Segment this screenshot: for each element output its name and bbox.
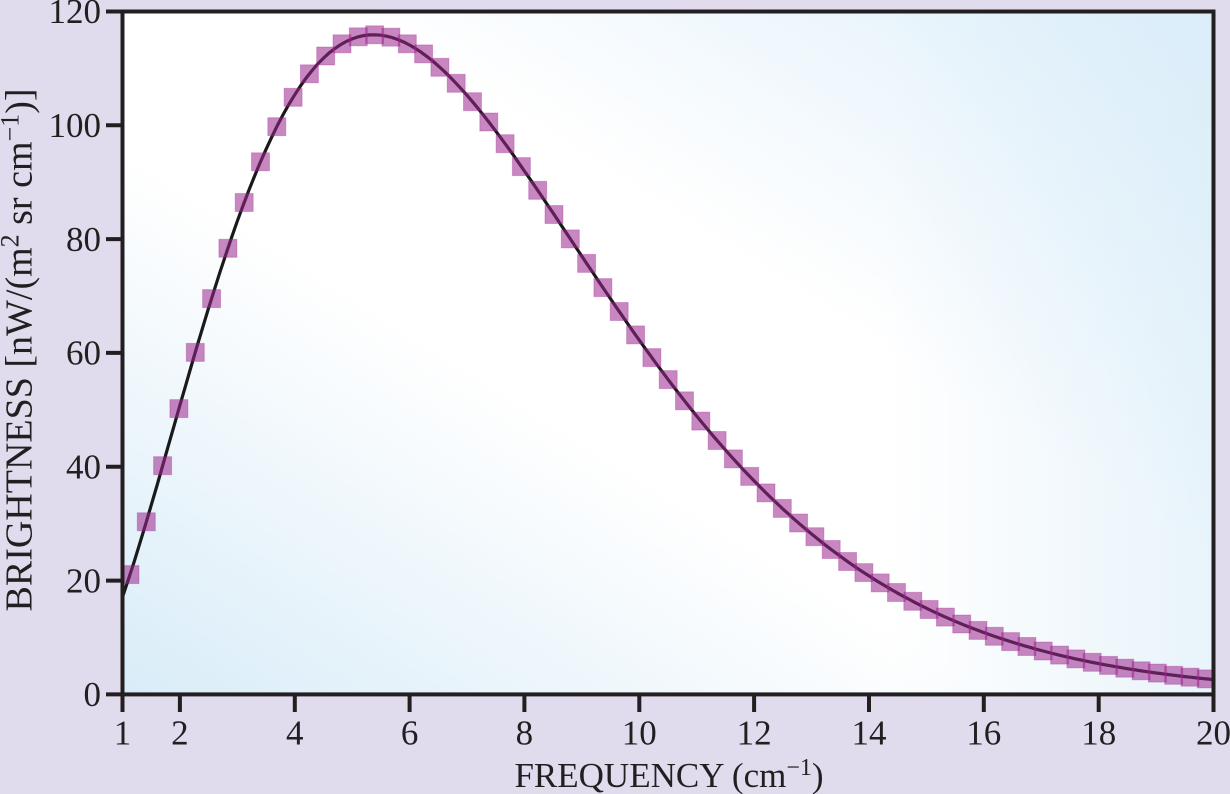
svg-text:4: 4 bbox=[286, 714, 304, 753]
svg-text:BRIGHTNESS [nW/(m2 sr cm−1)]: BRIGHTNESS [nW/(m2 sr cm−1)] bbox=[0, 88, 41, 611]
svg-text:10: 10 bbox=[622, 714, 657, 753]
svg-text:1: 1 bbox=[114, 714, 132, 753]
svg-text:18: 18 bbox=[1081, 714, 1116, 753]
svg-text:8: 8 bbox=[516, 714, 534, 753]
svg-text:12: 12 bbox=[737, 714, 772, 753]
svg-text:2: 2 bbox=[171, 714, 189, 753]
svg-text:60: 60 bbox=[66, 334, 101, 373]
svg-text:FREQUENCY (cm−1): FREQUENCY (cm−1) bbox=[514, 755, 823, 794]
svg-text:40: 40 bbox=[66, 448, 101, 487]
svg-text:80: 80 bbox=[66, 220, 101, 259]
svg-text:20: 20 bbox=[1196, 714, 1230, 753]
svg-text:100: 100 bbox=[49, 106, 102, 145]
svg-text:120: 120 bbox=[49, 0, 102, 31]
svg-text:20: 20 bbox=[66, 561, 101, 600]
svg-text:14: 14 bbox=[852, 714, 887, 753]
svg-text:6: 6 bbox=[401, 714, 419, 753]
svg-text:16: 16 bbox=[966, 714, 1001, 753]
svg-text:0: 0 bbox=[84, 675, 102, 714]
